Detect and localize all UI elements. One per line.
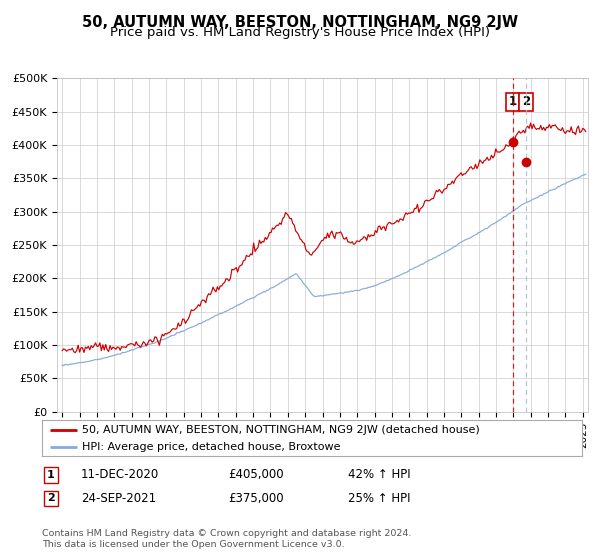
Text: 42% ↑ HPI: 42% ↑ HPI [348,468,410,482]
Text: 2: 2 [522,95,530,108]
Text: 24-SEP-2021: 24-SEP-2021 [81,492,156,505]
Text: 1: 1 [508,95,517,108]
Text: Price paid vs. HM Land Registry's House Price Index (HPI): Price paid vs. HM Land Registry's House … [110,26,490,39]
Text: 1: 1 [47,470,55,480]
Text: 11-DEC-2020: 11-DEC-2020 [81,468,159,482]
Text: 2: 2 [47,493,55,503]
Text: 50, AUTUMN WAY, BEESTON, NOTTINGHAM, NG9 2JW: 50, AUTUMN WAY, BEESTON, NOTTINGHAM, NG9… [82,15,518,30]
Text: 50, AUTUMN WAY, BEESTON, NOTTINGHAM, NG9 2JW (detached house): 50, AUTUMN WAY, BEESTON, NOTTINGHAM, NG9… [83,425,480,435]
Text: £405,000: £405,000 [228,468,284,482]
Text: Contains HM Land Registry data © Crown copyright and database right 2024.
This d: Contains HM Land Registry data © Crown c… [42,529,412,549]
Text: £375,000: £375,000 [228,492,284,505]
Text: 25% ↑ HPI: 25% ↑ HPI [348,492,410,505]
Text: HPI: Average price, detached house, Broxtowe: HPI: Average price, detached house, Brox… [83,442,341,451]
